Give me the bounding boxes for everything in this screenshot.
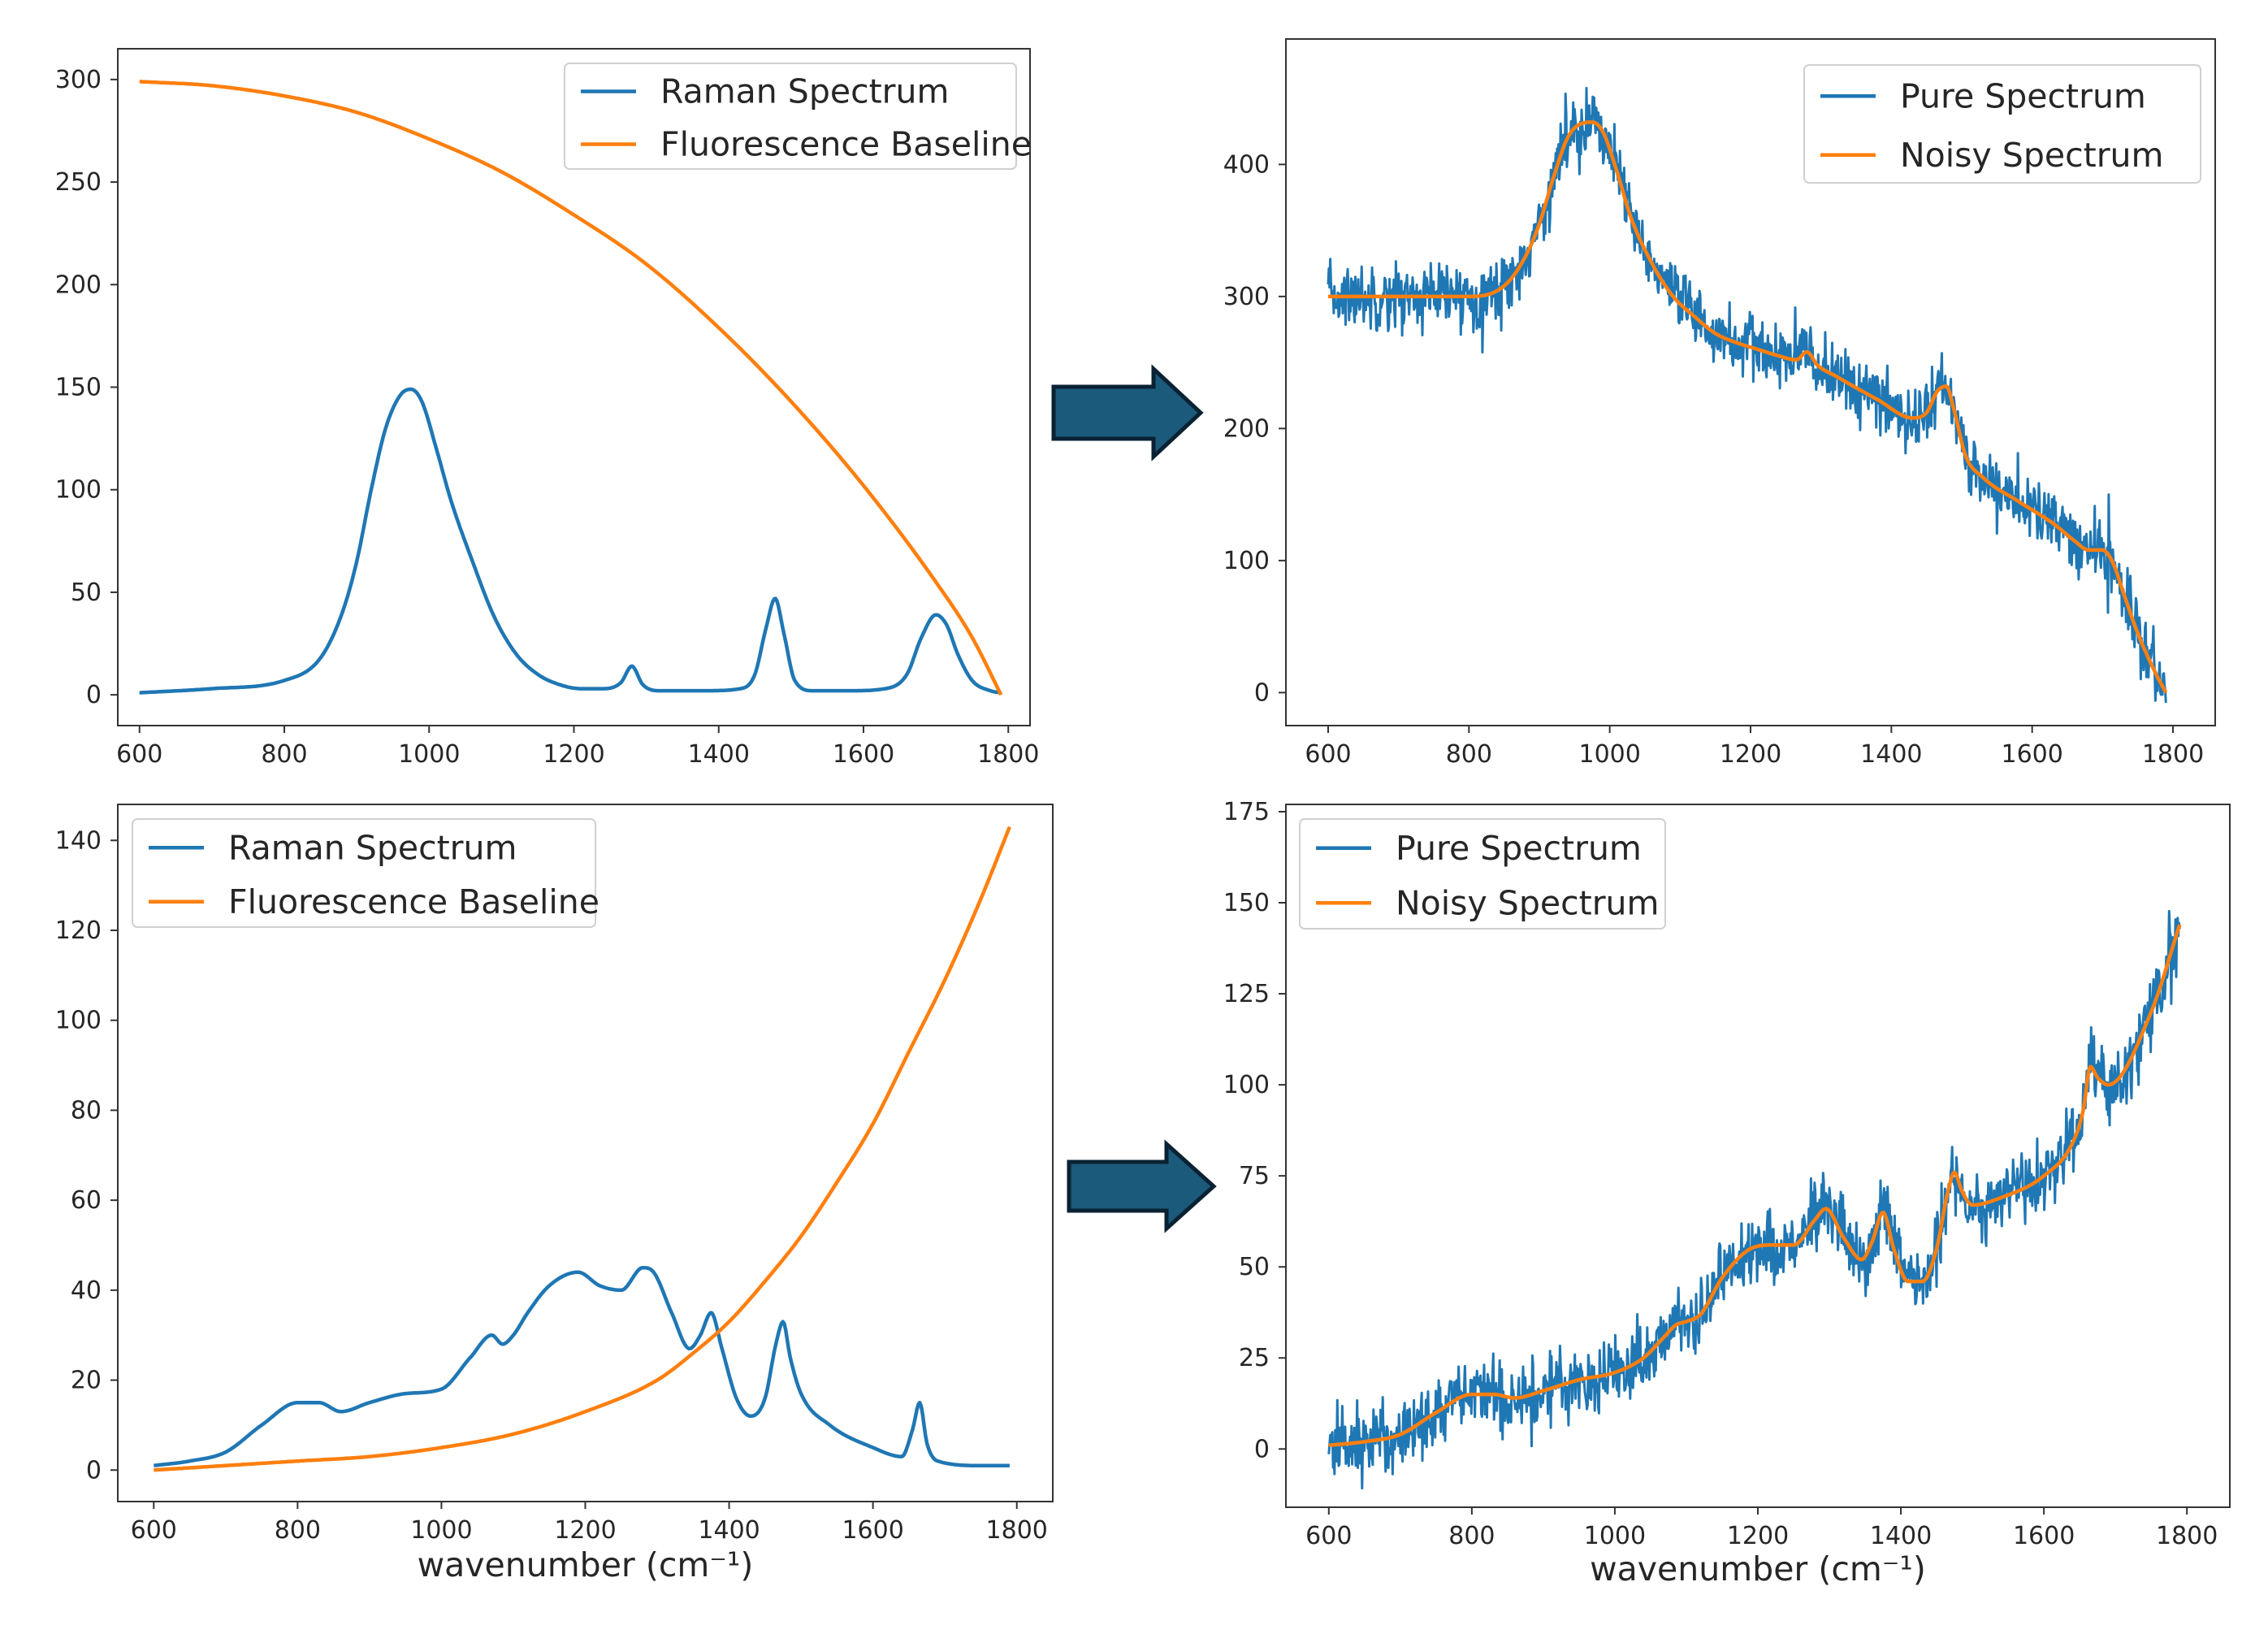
series-line-raman-spectrum bbox=[139, 387, 1002, 695]
legend-label: Noisy Spectrum bbox=[1396, 883, 1659, 922]
x-tick-label: 1600 bbox=[842, 1516, 903, 1545]
y-tick-label: 100 bbox=[1223, 547, 1270, 575]
y-tick-label: 175 bbox=[1223, 798, 1270, 826]
legend: Pure Spectrum Noisy Spectrum bbox=[1299, 818, 1666, 930]
chart-pure-noisy-top: 600 800 1000 1200 1400 1600 1800 0 100 200 300 400 P… bbox=[1223, 38, 2216, 769]
x-tick-label: 600 bbox=[1305, 1522, 1352, 1550]
series-line-pure-spectrum bbox=[1327, 909, 2181, 1490]
x-tick-label: 1200 bbox=[1720, 740, 1781, 769]
plot-frame bbox=[117, 804, 1054, 1502]
legend: Pure Spectrum Noisy Spectrum bbox=[1803, 64, 2201, 184]
x-tick-label: 1000 bbox=[410, 1516, 472, 1545]
x-tick-label: 800 bbox=[1446, 740, 1492, 769]
y-tick-label: 150 bbox=[55, 374, 102, 402]
y-tick-label: 0 bbox=[1254, 678, 1270, 707]
chart-raman-fluorescence-top: 600 800 1000 1200 1400 1600 1800 0 50 100 150 200 25… bbox=[55, 48, 1039, 769]
legend-label: Raman Spectrum bbox=[228, 828, 517, 867]
legend-label: Noisy Spectrum bbox=[1900, 136, 2163, 175]
y-tick-label: 75 bbox=[1239, 1162, 1270, 1190]
arrow-right-icon bbox=[1051, 364, 1204, 462]
legend-label: Pure Spectrum bbox=[1396, 829, 1642, 868]
y-tick-label: 25 bbox=[1239, 1344, 1270, 1372]
x-tick-label: 1000 bbox=[1578, 740, 1640, 769]
x-tick-label: 1600 bbox=[833, 740, 894, 769]
series-line-pure-spectrum bbox=[1327, 86, 2167, 703]
y-tick-label: 125 bbox=[1223, 980, 1270, 1008]
x-tick-label: 600 bbox=[131, 1516, 177, 1545]
y-tick-label: 100 bbox=[55, 476, 102, 505]
y-tick-label: 50 bbox=[71, 579, 102, 607]
y-tick-label: 300 bbox=[1223, 283, 1270, 311]
y-tick-label: 0 bbox=[86, 681, 102, 709]
chart-raman-fluorescence-bottom: 600 800 1000 1200 1400 1600 1800 0 20 40 60 80 100 12… bbox=[55, 804, 1054, 1584]
y-tick-label: 0 bbox=[1254, 1435, 1270, 1463]
legend-label: Pure Spectrum bbox=[1900, 76, 2146, 115]
x-tick-label: 1400 bbox=[698, 1516, 760, 1545]
y-tick-label: 50 bbox=[1239, 1253, 1270, 1281]
x-tick-label: 1400 bbox=[688, 740, 750, 769]
x-tick-label: 1800 bbox=[986, 1516, 1048, 1545]
legend: Raman Spectrum Fluorescence Baseline bbox=[564, 63, 1032, 170]
y-tick-label: 20 bbox=[71, 1367, 102, 1395]
y-tick-label: 120 bbox=[55, 917, 102, 945]
x-tick-label: 800 bbox=[1448, 1522, 1495, 1550]
x-tick-label: 800 bbox=[261, 740, 307, 769]
x-tick-label: 1200 bbox=[1727, 1522, 1789, 1550]
x-axis-label: wavenumber (cm⁻¹) bbox=[418, 1545, 754, 1584]
y-tick-label: 80 bbox=[71, 1096, 102, 1125]
y-tick-label: 200 bbox=[55, 271, 102, 299]
series-line-raman-spectrum bbox=[153, 1265, 1011, 1467]
y-tick-label: 0 bbox=[86, 1456, 102, 1484]
x-tick-label: 600 bbox=[1305, 740, 1351, 769]
plot-frame bbox=[1285, 804, 2231, 1508]
legend: Raman Spectrum Fluorescence Baseline bbox=[132, 818, 599, 928]
series-line-noisy-spectrum bbox=[1328, 924, 2182, 1448]
x-tick-label: 1200 bbox=[554, 1516, 616, 1545]
series-line-noisy-spectrum bbox=[1327, 120, 2168, 694]
y-tick-label: 40 bbox=[71, 1276, 102, 1305]
chart-pure-noisy-bottom: 600 800 1000 1200 1400 1600 1800 0 25 50 75 100 125 1… bbox=[1223, 798, 2231, 1588]
plot-frame bbox=[1285, 38, 2216, 726]
legend-label: Fluorescence Baseline bbox=[660, 125, 1032, 164]
y-tick-label: 60 bbox=[71, 1186, 102, 1215]
x-tick-label: 1600 bbox=[2001, 740, 2062, 769]
plot-frame bbox=[117, 48, 1031, 726]
x-tick-label: 1400 bbox=[1870, 1522, 1932, 1550]
legend-label: Fluorescence Baseline bbox=[228, 882, 599, 921]
y-tick-label: 400 bbox=[1223, 150, 1270, 179]
arrow-right-icon bbox=[1067, 1139, 1217, 1233]
legend-label: Raman Spectrum bbox=[660, 72, 949, 111]
x-tick-label: 1800 bbox=[2156, 1522, 2218, 1550]
y-tick-label: 300 bbox=[55, 66, 102, 94]
x-tick-label: 1000 bbox=[398, 740, 460, 769]
y-tick-label: 100 bbox=[55, 1007, 102, 1035]
x-tick-label: 800 bbox=[275, 1516, 321, 1545]
x-tick-label: 1200 bbox=[543, 740, 604, 769]
x-tick-label: 1000 bbox=[1584, 1522, 1646, 1550]
y-tick-label: 150 bbox=[1223, 889, 1270, 917]
series-line-fluorescence-baseline bbox=[153, 826, 1011, 1472]
x-tick-label: 1800 bbox=[977, 740, 1039, 769]
x-tick-label: 1400 bbox=[1860, 740, 1922, 769]
x-tick-label: 600 bbox=[116, 740, 162, 769]
x-axis-label: wavenumber (cm⁻¹) bbox=[1590, 1549, 1926, 1588]
x-tick-label: 1800 bbox=[2142, 740, 2204, 769]
y-tick-label: 140 bbox=[55, 826, 102, 855]
series-line-fluorescence-baseline bbox=[139, 80, 1003, 696]
y-tick-label: 200 bbox=[1223, 414, 1270, 443]
y-tick-label: 250 bbox=[55, 168, 102, 197]
x-tick-label: 1600 bbox=[2013, 1522, 2075, 1550]
y-tick-label: 100 bbox=[1223, 1071, 1270, 1099]
